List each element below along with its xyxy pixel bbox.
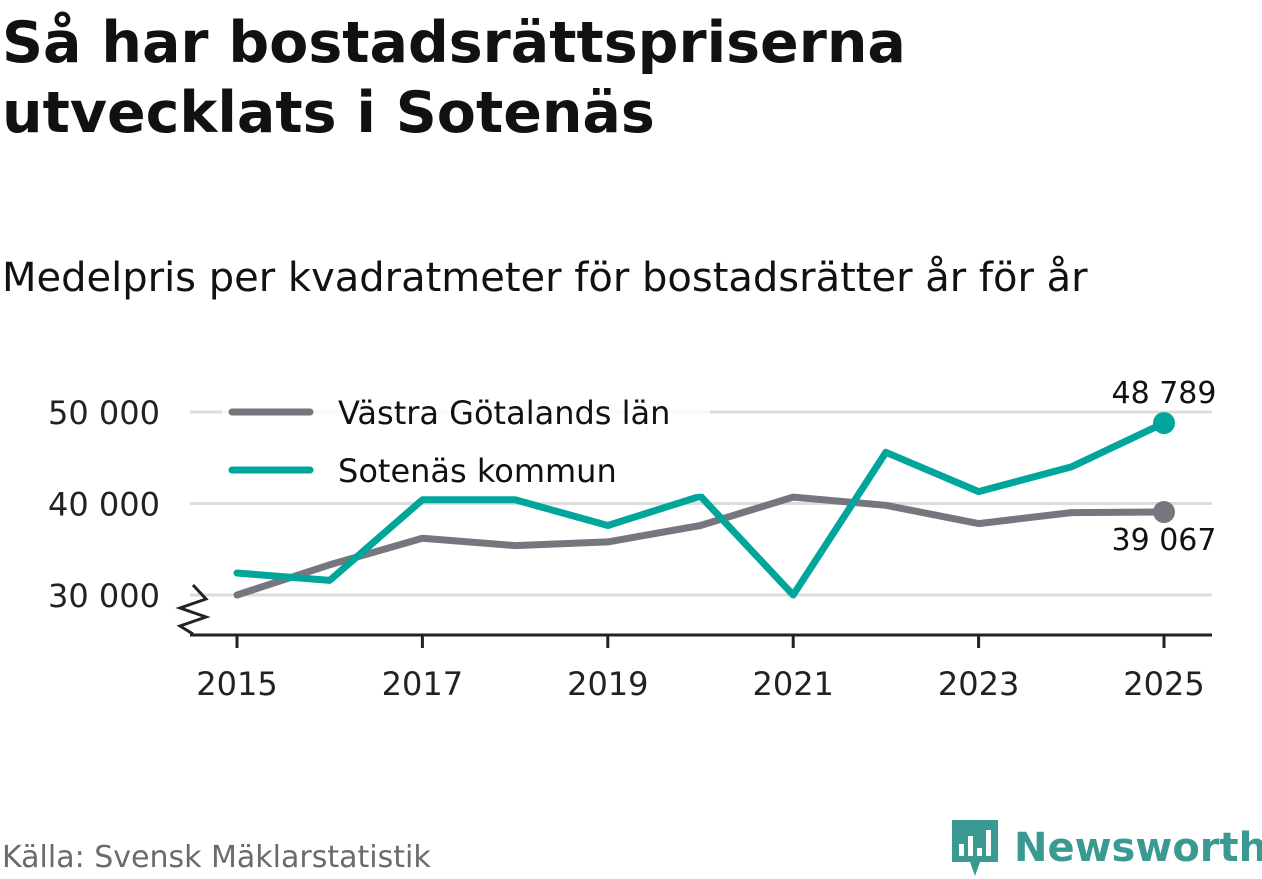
x-tick-label-2021: 2021 (752, 665, 833, 703)
axes: 30 000 40 000 50 000 2015 2017 2019 2021 2023 20… (48, 394, 1212, 703)
source-note: Källa: Svensk Mäklarstatistik (2, 840, 431, 875)
legend: Västra Götalands län Sotenäs kommun (222, 388, 710, 494)
axis-break-icon (175, 583, 211, 636)
end-value-label-1: 48 789 (1112, 376, 1217, 411)
end-value-label-0: 39 067 (1112, 523, 1217, 558)
brand-name: Newsworthy (1014, 825, 1262, 871)
x-tick-label-2023: 2023 (938, 665, 1019, 703)
y-tick-label-50000: 50 000 (48, 394, 160, 432)
series-line-0 (233, 493, 1168, 599)
chart-title: Så har bostadsrättspriserna utvecklats i… (2, 10, 906, 146)
x-tick-label-2019: 2019 (567, 665, 648, 703)
y-tick-label-40000: 40 000 (48, 486, 160, 524)
data-labels: 48 789 39 067 (1112, 376, 1217, 558)
series-line-1 (233, 419, 1168, 599)
chart-subtitle: Medelpris per kvadratmeter för bostadsrä… (2, 255, 1088, 301)
series-lines (233, 412, 1175, 599)
legend-label-1: Sotenäs kommun (338, 452, 617, 490)
end-marker-0 (1153, 501, 1175, 524)
legend-label-0: Västra Götalands län (338, 394, 670, 432)
end-marker-1 (1153, 412, 1175, 435)
y-tick-label-30000: 30 000 (48, 577, 160, 615)
newsworthy-logo-icon (952, 820, 998, 876)
x-tick-label-2017: 2017 (382, 665, 463, 703)
x-tick-label-2025: 2025 (1123, 665, 1204, 703)
x-tick-label-2015: 2015 (196, 665, 277, 703)
brand-logo: Newsworthy (950, 818, 1262, 878)
